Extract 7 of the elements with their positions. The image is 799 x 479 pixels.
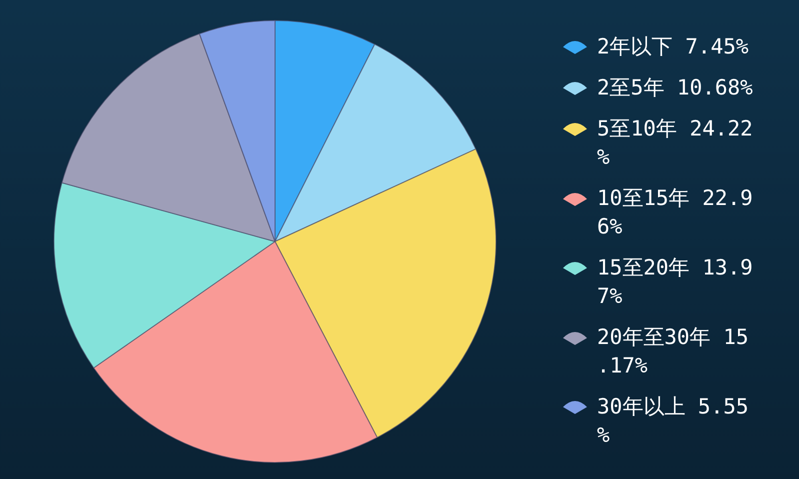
legend-label: 10至15年 22.96% [597, 186, 753, 238]
legend-label: 15至20年 13.97% [597, 255, 753, 308]
legend-label: 2至5年 10.68% [597, 75, 754, 100]
slice-label: 5至10年 24.22% [597, 116, 753, 169]
legend-label: 2年以下 7.45% [597, 34, 749, 58]
legend-label: 30年以上 5.55% [597, 394, 749, 447]
legend-label: 20年至30年 15.17% [597, 324, 749, 378]
